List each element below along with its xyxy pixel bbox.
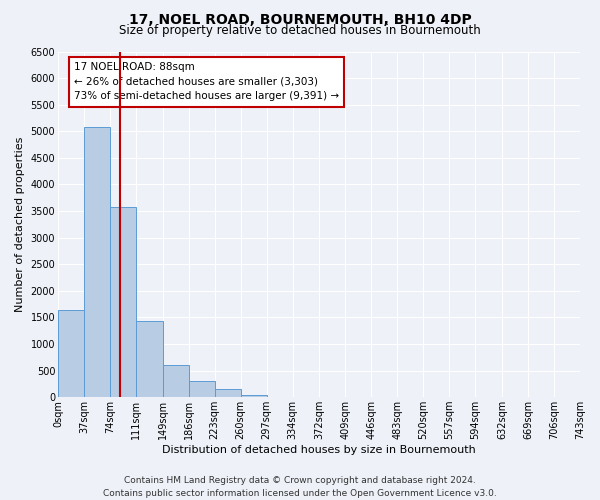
Bar: [84, 127, 110, 397]
Text: 17 NOEL ROAD: 88sqm
← 26% of detached houses are smaller (3,303)
73% of semi-det: 17 NOEL ROAD: 88sqm ← 26% of detached ho…: [74, 62, 339, 102]
Bar: [215, 389, 241, 397]
Bar: [163, 364, 189, 397]
Bar: [189, 381, 215, 397]
Y-axis label: Number of detached properties: Number of detached properties: [15, 136, 25, 312]
Bar: [136, 321, 163, 397]
Text: Contains HM Land Registry data © Crown copyright and database right 2024.
Contai: Contains HM Land Registry data © Crown c…: [103, 476, 497, 498]
Bar: [110, 207, 136, 397]
X-axis label: Distribution of detached houses by size in Bournemouth: Distribution of detached houses by size …: [162, 445, 476, 455]
Text: 17, NOEL ROAD, BOURNEMOUTH, BH10 4DP: 17, NOEL ROAD, BOURNEMOUTH, BH10 4DP: [128, 12, 472, 26]
Text: Size of property relative to detached houses in Bournemouth: Size of property relative to detached ho…: [119, 24, 481, 37]
Bar: [58, 310, 84, 397]
Bar: [241, 394, 267, 397]
